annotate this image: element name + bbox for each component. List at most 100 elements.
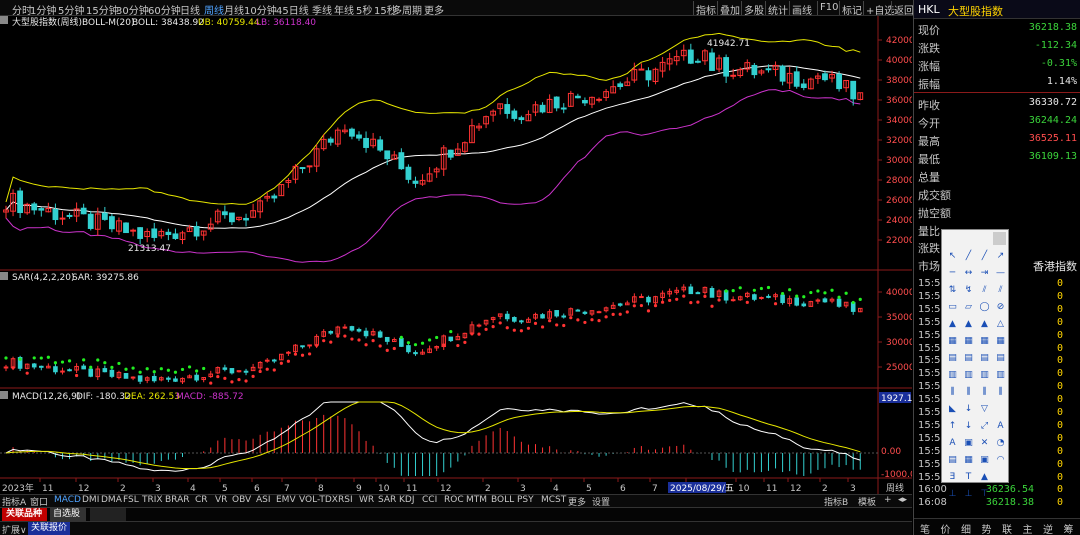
side-tab-6[interactable]: 逆: [1043, 525, 1053, 535]
panel-toggle-icon[interactable]: [0, 16, 8, 24]
draw-tool-icon[interactable]: ╱: [965, 251, 972, 261]
draw-tool-icon[interactable]: ✕: [980, 438, 989, 448]
indicator-tab-24[interactable]: 更多: [568, 498, 587, 508]
period-tab-12[interactable]: 年线: [334, 6, 354, 17]
draw-tool-icon[interactable]: ▦: [980, 336, 989, 346]
period-tab-16[interactable]: 更多: [424, 6, 444, 17]
toolbar-button-4[interactable]: 画线: [792, 6, 812, 17]
indicator-tab-1[interactable]: 窗口: [30, 498, 49, 508]
draw-tool-icon[interactable]: ⫼: [998, 387, 1003, 397]
linked-quote-tab[interactable]: 关联报价: [28, 522, 71, 535]
draw-tool-icon[interactable]: ▲: [981, 319, 988, 329]
side-tab-2[interactable]: 细: [961, 525, 971, 535]
indicator-tab-14[interactable]: RSI: [338, 495, 353, 505]
indicator-tab-7[interactable]: BRAR: [165, 495, 190, 505]
period-tab-9[interactable]: 10分钟: [244, 6, 277, 17]
watchlist-tab[interactable]: 自选股: [50, 508, 86, 521]
draw-tool-icon[interactable]: ⫽: [998, 285, 1003, 295]
side-tab-7[interactable]: 筹: [1063, 525, 1074, 535]
draw-tool-icon[interactable]: ▦: [964, 336, 973, 346]
draw-tool-icon[interactable]: ▤: [948, 455, 957, 465]
indicator-tab-12[interactable]: EMV: [276, 495, 296, 505]
tab-plus-icon[interactable]: +: [884, 495, 892, 505]
draw-tool-icon[interactable]: ⫼: [982, 387, 987, 397]
indicator-tab-20[interactable]: MTM: [466, 495, 488, 505]
indicator-tab-10[interactable]: OBV: [232, 495, 252, 505]
draw-tool-icon[interactable]: T: [965, 472, 972, 482]
indicator-tab-21[interactable]: BOLL: [491, 495, 515, 505]
draw-tool-icon[interactable]: ↔: [964, 268, 973, 278]
kline-chart[interactable]: 大型股指数(周线) BOLL-M(20) BOLL: 38438.92 UB: …: [0, 16, 922, 494]
empty-tab[interactable]: [90, 508, 126, 521]
draw-tool-icon[interactable]: ▤: [948, 353, 957, 363]
draw-tool-icon[interactable]: ◯: [979, 302, 990, 312]
draw-tool-icon[interactable]: ↓: [964, 404, 973, 414]
indicator-tab-4[interactable]: DMA: [101, 495, 122, 505]
indicator-tab-16[interactable]: SAR: [378, 495, 397, 505]
draw-tool-icon[interactable]: ▲: [965, 319, 972, 329]
linked-product-tab[interactable]: 关联品种: [2, 508, 47, 521]
indicator-tab-5[interactable]: FSL: [123, 495, 139, 505]
indicator-b-tab[interactable]: 指标B: [824, 498, 849, 508]
draw-tool-icon[interactable]: ▥: [996, 370, 1005, 380]
draw-tool-icon[interactable]: ▣: [980, 455, 989, 465]
draw-tool-icon[interactable]: ◣: [949, 404, 956, 414]
period-tab-11[interactable]: 季线: [312, 6, 332, 17]
draw-tool-icon[interactable]: ↖: [948, 251, 957, 261]
draw-tool-icon[interactable]: ▤: [980, 353, 989, 363]
indicator-tab-0[interactable]: 指标A: [2, 498, 27, 508]
draw-tool-icon[interactable]: A: [997, 421, 1004, 431]
toolbar-button-2[interactable]: 多股: [744, 6, 764, 17]
indicator-tab-22[interactable]: PSY: [517, 495, 534, 505]
draw-tool-icon[interactable]: —: [996, 268, 1005, 278]
tab-arrows-icon[interactable]: ◂▸: [898, 495, 908, 505]
side-tab-1[interactable]: 价: [940, 525, 951, 535]
draw-tool-icon[interactable]: ▦: [996, 336, 1005, 346]
boll-indicator-name[interactable]: BOLL-M(20): [82, 18, 134, 28]
draw-tool-icon[interactable]: ▱: [965, 302, 972, 312]
indicator-tab-2[interactable]: MACD: [54, 495, 81, 505]
sar-toggle-icon[interactable]: [0, 272, 8, 280]
period-tab-8[interactable]: 月线: [224, 6, 244, 17]
draw-tool-icon[interactable]: ▽: [981, 404, 988, 414]
draw-tool-icon[interactable]: [994, 403, 1007, 416]
draw-tool-icon[interactable]: ⫼: [966, 387, 971, 397]
toolbar-button-3[interactable]: 统计: [768, 6, 788, 17]
period-tab-15[interactable]: 多周期: [392, 6, 422, 17]
indicator-tab-8[interactable]: CR: [195, 495, 208, 505]
draw-tool-icon[interactable]: ▥: [964, 370, 973, 380]
side-tab-0[interactable]: 笔: [920, 525, 930, 535]
draw-tool-icon[interactable]: ⤢: [980, 421, 989, 431]
draw-tool-icon[interactable]: ▤: [964, 353, 973, 363]
draw-tool-icon[interactable]: ▤: [996, 353, 1005, 363]
draw-tool-icon[interactable]: ▲: [981, 472, 988, 482]
draw-tool-icon[interactable]: ⊘: [996, 302, 1005, 312]
period-tab-4[interactable]: 30分钟: [116, 6, 149, 17]
draw-tool-icon[interactable]: ⊥: [964, 489, 973, 499]
palette-close-icon[interactable]: [993, 232, 1006, 245]
draw-tool-icon[interactable]: ╱: [981, 251, 988, 261]
period-tab-2[interactable]: 5分钟: [58, 6, 85, 17]
draw-tool-icon[interactable]: ▣: [964, 438, 973, 448]
indicator-tab-3[interactable]: DMI: [82, 495, 100, 505]
side-tab-4[interactable]: 联: [1002, 525, 1012, 535]
draw-tool-icon[interactable]: ↗: [996, 251, 1005, 261]
toolbar-button-8[interactable]: 返回: [894, 6, 914, 17]
draw-tool-icon[interactable]: ↯: [964, 285, 973, 295]
period-tab-0[interactable]: 分时: [12, 6, 32, 17]
macd-toggle-icon[interactable]: [0, 391, 8, 399]
draw-tool-icon[interactable]: ⫽: [982, 285, 987, 295]
template-tab[interactable]: 模板: [858, 498, 877, 508]
draw-tool-icon[interactable]: ⫼: [950, 387, 955, 397]
draw-tool-icon[interactable]: ▦: [948, 336, 957, 346]
period-tab-13[interactable]: 5秒: [356, 6, 373, 17]
indicator-tab-25[interactable]: 设置: [592, 498, 611, 508]
toolbar-button-6[interactable]: 标记: [842, 6, 862, 17]
chart-area[interactable]: 大型股指数(周线) BOLL-M(20) BOLL: 38438.92 UB: …: [0, 16, 922, 494]
indicator-tab-6[interactable]: TRIX: [142, 495, 163, 505]
macd-name[interactable]: MACD(12,26,9): [12, 392, 80, 402]
indicator-tab-17[interactable]: KDJ: [399, 495, 415, 505]
draw-tool-icon[interactable]: ⊥: [948, 489, 957, 499]
draw-tool-icon[interactable]: ◠: [996, 455, 1005, 465]
draw-tool-icon[interactable]: [994, 488, 1007, 501]
